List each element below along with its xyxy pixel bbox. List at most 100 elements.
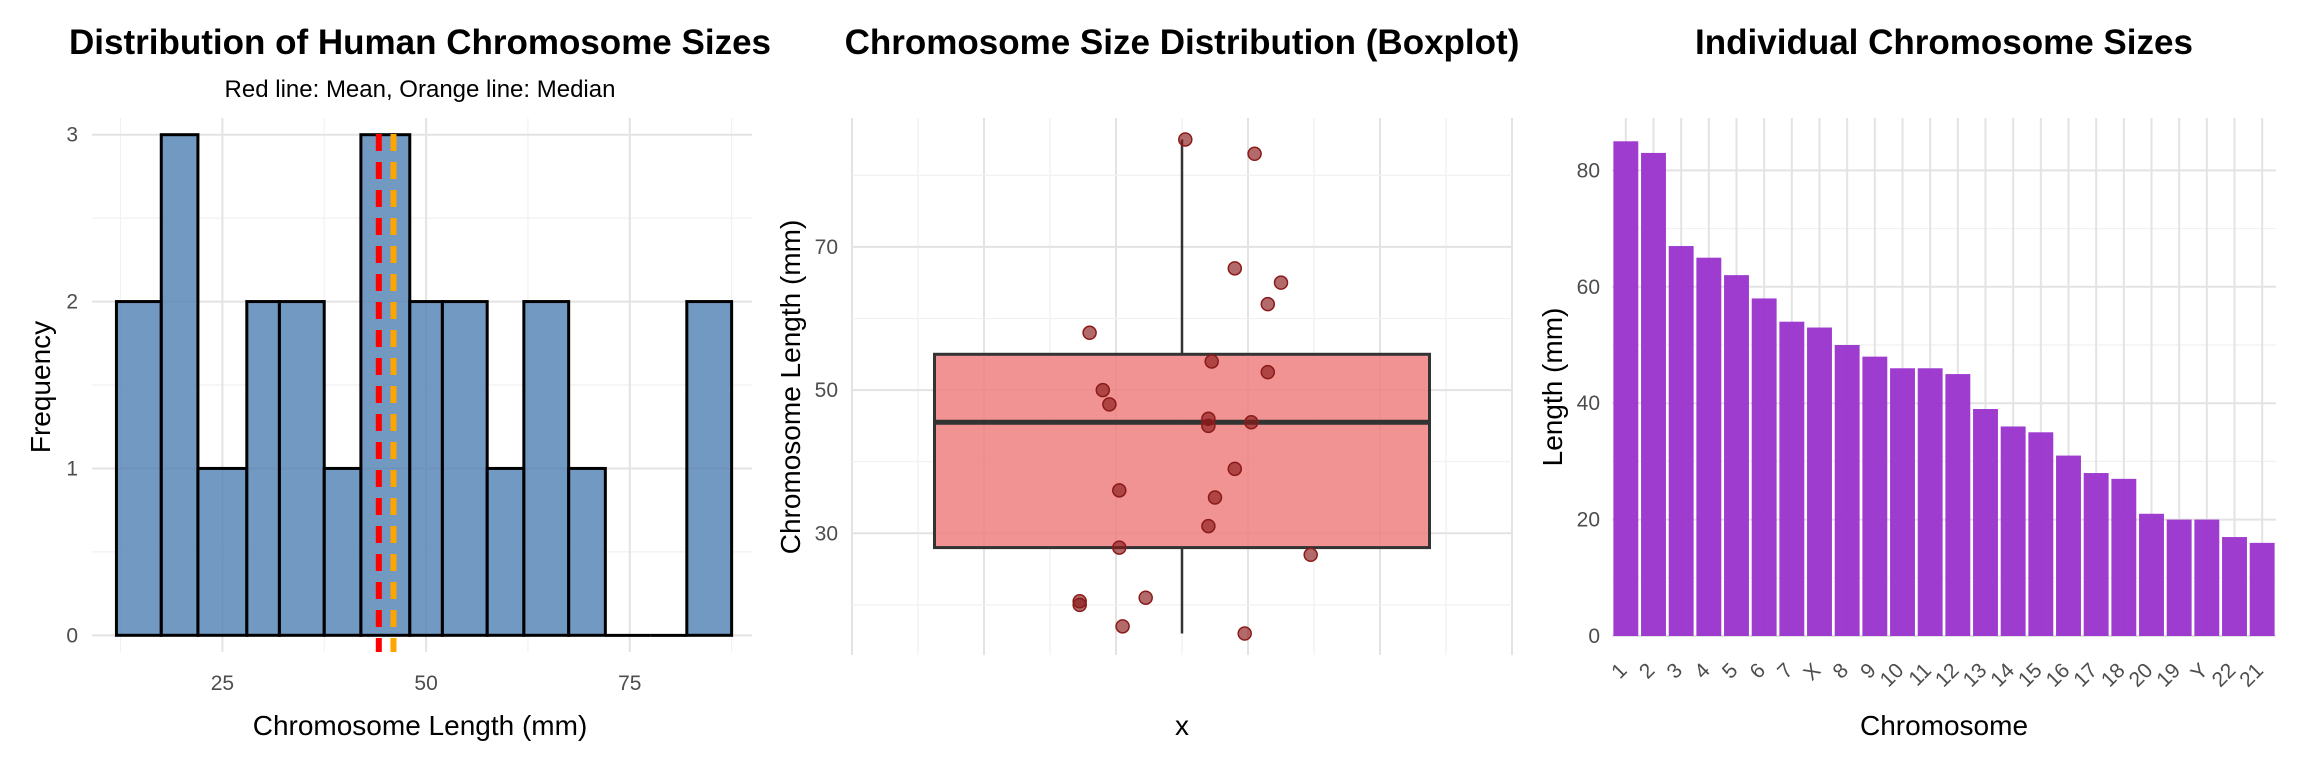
y-tick-label: 80 (1577, 159, 1600, 182)
chromosome-bar (2111, 478, 2137, 636)
data-point (1201, 418, 1216, 434)
bar-title: Individual Chromosome Sizes (1695, 23, 2193, 62)
boxplot-y-label: Chromosome Length (mm) (775, 220, 806, 555)
chromosome-bar (1890, 368, 1915, 636)
data-point (1303, 547, 1318, 563)
data-point (1112, 540, 1127, 555)
data-point (1178, 132, 1193, 147)
x-tick-label: 21 (2235, 659, 2268, 692)
data-point (1260, 364, 1276, 380)
chromosome-bar (1696, 257, 1722, 636)
histogram-bar (408, 300, 444, 637)
boxplot-title: Chromosome Size Distribution (Boxplot) (845, 23, 1520, 62)
y-tick-label: 3 (66, 124, 78, 147)
histogram-x-label: Chromosome Length (mm) (253, 710, 588, 741)
iqr-box (933, 352, 1431, 550)
y-tick-label: 70 (815, 236, 838, 259)
histogram-bars (114, 133, 734, 637)
x-tick-label: 3 (1663, 659, 1688, 684)
data-point (1204, 354, 1219, 369)
boxplot-points (1072, 132, 1318, 641)
data-point (1273, 275, 1289, 290)
x-tick-label: 8 (1829, 659, 1854, 684)
x-tick-label: 4 (1690, 659, 1715, 684)
x-tick-label: 1 (1607, 659, 1632, 684)
data-point (1260, 296, 1276, 312)
y-tick-label: 2 (66, 291, 78, 314)
chromosome-bar (1807, 327, 1832, 636)
bar-panel: Individual Chromosome Sizes 0 20 40 60 80 1 2 3… (1537, 23, 2276, 741)
chromosome-bar (2166, 519, 2192, 636)
chromosome-bar (2028, 432, 2054, 636)
chromosome-bar (1751, 298, 1777, 636)
y-tick-label: 0 (1588, 625, 1600, 648)
y-tick-label: 40 (1577, 392, 1600, 415)
chromosome-bar (1779, 321, 1805, 636)
y-tick-label: 50 (815, 379, 838, 402)
histogram-bar (114, 300, 163, 637)
x-tick-label: X (1799, 659, 1825, 685)
histogram-ticks: 25 50 75 0 1 2 3 (66, 124, 641, 695)
y-tick-label: 1 (66, 457, 78, 480)
data-point (1072, 597, 1087, 613)
y-tick-label: 0 (66, 624, 78, 647)
chromosome-bar (1613, 141, 1639, 637)
data-point (1095, 382, 1111, 398)
chromosome-bar (1834, 344, 1860, 636)
x-tick-label: 9 (1856, 659, 1881, 684)
data-point (1237, 626, 1252, 641)
x-tick-label: 10 (1876, 659, 1909, 692)
boxplot-box (933, 139, 1431, 634)
histogram-bar (277, 300, 326, 637)
data-point (1227, 261, 1243, 276)
histogram-reference-lines (375, 134, 397, 652)
y-tick-label: 60 (1577, 276, 1600, 299)
histogram-bar (245, 300, 281, 637)
data-point (1227, 461, 1243, 477)
data-point (1244, 415, 1259, 430)
histogram-bar (685, 300, 734, 637)
x-tick-label: 50 (414, 672, 437, 695)
histogram-title: Distribution of Human Chromosome Sizes (69, 23, 771, 62)
chromosome-bar (2083, 473, 2109, 636)
chromosome-bar (2194, 519, 2220, 636)
histogram-bar (567, 466, 607, 637)
x-tick-label: 2 (1635, 659, 1660, 684)
histogram-bar (485, 466, 526, 637)
chromosome-bar (2249, 542, 2275, 636)
x-tick-label: Y (2187, 659, 2213, 685)
bar-bars (1613, 141, 2275, 637)
histogram-bar (159, 133, 200, 637)
boxplot-x-label: x (1175, 710, 1189, 741)
x-tick-label: 5 (1718, 659, 1743, 684)
boxplot-panel: Chromosome Size Distribution (Boxplot) 3… (775, 23, 1519, 741)
histogram-panel: Distribution of Human Chromosome Sizes R… (25, 23, 771, 741)
x-tick-label: 25 (211, 672, 234, 695)
x-tick-label: 7 (1773, 659, 1798, 684)
histogram-bar (359, 133, 412, 637)
chromosome-bar (1668, 246, 1694, 637)
histogram-bar (196, 466, 249, 637)
chromosome-bar (1917, 368, 1943, 636)
histogram-subtitle: Red line: Mean, Orange line: Median (225, 76, 616, 103)
data-point (1082, 325, 1097, 341)
x-tick-label: 19 (2152, 659, 2185, 692)
bar-x-label: Chromosome (1860, 710, 2028, 741)
x-tick-label: 75 (618, 672, 641, 695)
chromosome-bar (2000, 426, 2026, 636)
data-point (1138, 590, 1153, 605)
boxplot-ticks: 30 50 70 (815, 236, 838, 545)
bar-y-label: Length (mm) (1537, 308, 1568, 467)
histogram-bar (440, 300, 489, 637)
histogram-bar (322, 466, 363, 637)
x-tick-label: 6 (1746, 659, 1771, 684)
chromosome-bar (2222, 537, 2247, 636)
data-point (1112, 483, 1127, 498)
data-point (1115, 619, 1130, 634)
data-point (1102, 397, 1117, 412)
y-tick-label: 30 (815, 522, 838, 545)
histogram-y-label: Frequency (25, 321, 56, 453)
data-point (1207, 490, 1223, 505)
data-point (1201, 518, 1216, 534)
